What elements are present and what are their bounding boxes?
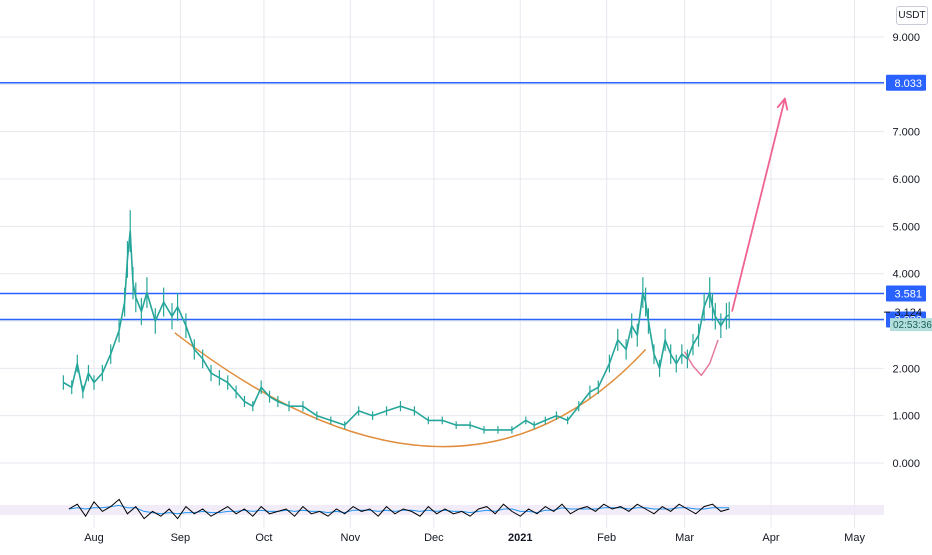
x-tick-label: 2021 bbox=[508, 532, 532, 544]
x-tick-label: Feb bbox=[597, 532, 616, 544]
cup-curve-layer bbox=[174, 332, 719, 448]
price-axis: 0.0001.0002.0003.0004.0005.0006.0007.000… bbox=[892, 32, 920, 470]
oscillator-layer bbox=[68, 498, 730, 520]
time-axis: Aug Sep Oct Nov Dec 2021 Feb Mar Apr May bbox=[84, 532, 865, 544]
y-tick-label: 4.000 bbox=[892, 269, 920, 281]
y-tick-label: 5.000 bbox=[892, 221, 920, 233]
x-tick-label: Apr bbox=[762, 532, 779, 544]
y-tick-label: 7.000 bbox=[892, 127, 920, 139]
price-series-layer bbox=[62, 210, 730, 434]
x-tick-label: Sep bbox=[171, 532, 191, 544]
x-tick-label: Mar bbox=[675, 532, 694, 544]
y-tick-label: 1.000 bbox=[892, 411, 920, 423]
cup-curve bbox=[174, 332, 647, 448]
oscillator-line bbox=[68, 498, 730, 520]
x-tick-label: May bbox=[844, 532, 865, 544]
price-line bbox=[62, 230, 730, 431]
x-tick-label: Oct bbox=[255, 532, 272, 544]
level-badge-label: 3.581 bbox=[894, 288, 922, 300]
level-badge bbox=[886, 285, 926, 302]
projection-arrow-shaft bbox=[731, 98, 786, 312]
y-tick-label: 2.000 bbox=[892, 363, 920, 375]
y-tick-label: 0.000 bbox=[892, 458, 920, 470]
countdown-label: 02:53:36 bbox=[893, 320, 932, 331]
oscillator-band bbox=[0, 505, 884, 515]
y-tick-label: 6.000 bbox=[892, 174, 920, 186]
oscillator-band-rect bbox=[0, 505, 884, 515]
handle-curve bbox=[683, 339, 719, 377]
current-price-label: 3.124 bbox=[894, 307, 922, 319]
level-badge-label: 8.033 bbox=[894, 78, 922, 90]
x-tick-label: Nov bbox=[341, 532, 361, 544]
x-tick-label: Dec bbox=[424, 532, 444, 544]
oscillator-signal-line bbox=[68, 504, 730, 515]
x-tick-label: Aug bbox=[84, 532, 104, 544]
y-tick-label: 9.000 bbox=[892, 32, 920, 44]
projection-arrow-head bbox=[776, 97, 789, 111]
level-badge bbox=[886, 74, 926, 91]
countdown-badge bbox=[890, 318, 932, 332]
currency-unit-label[interactable]: USDT bbox=[896, 6, 928, 25]
grid bbox=[0, 0, 884, 528]
projection-arrow-layer bbox=[731, 97, 789, 312]
